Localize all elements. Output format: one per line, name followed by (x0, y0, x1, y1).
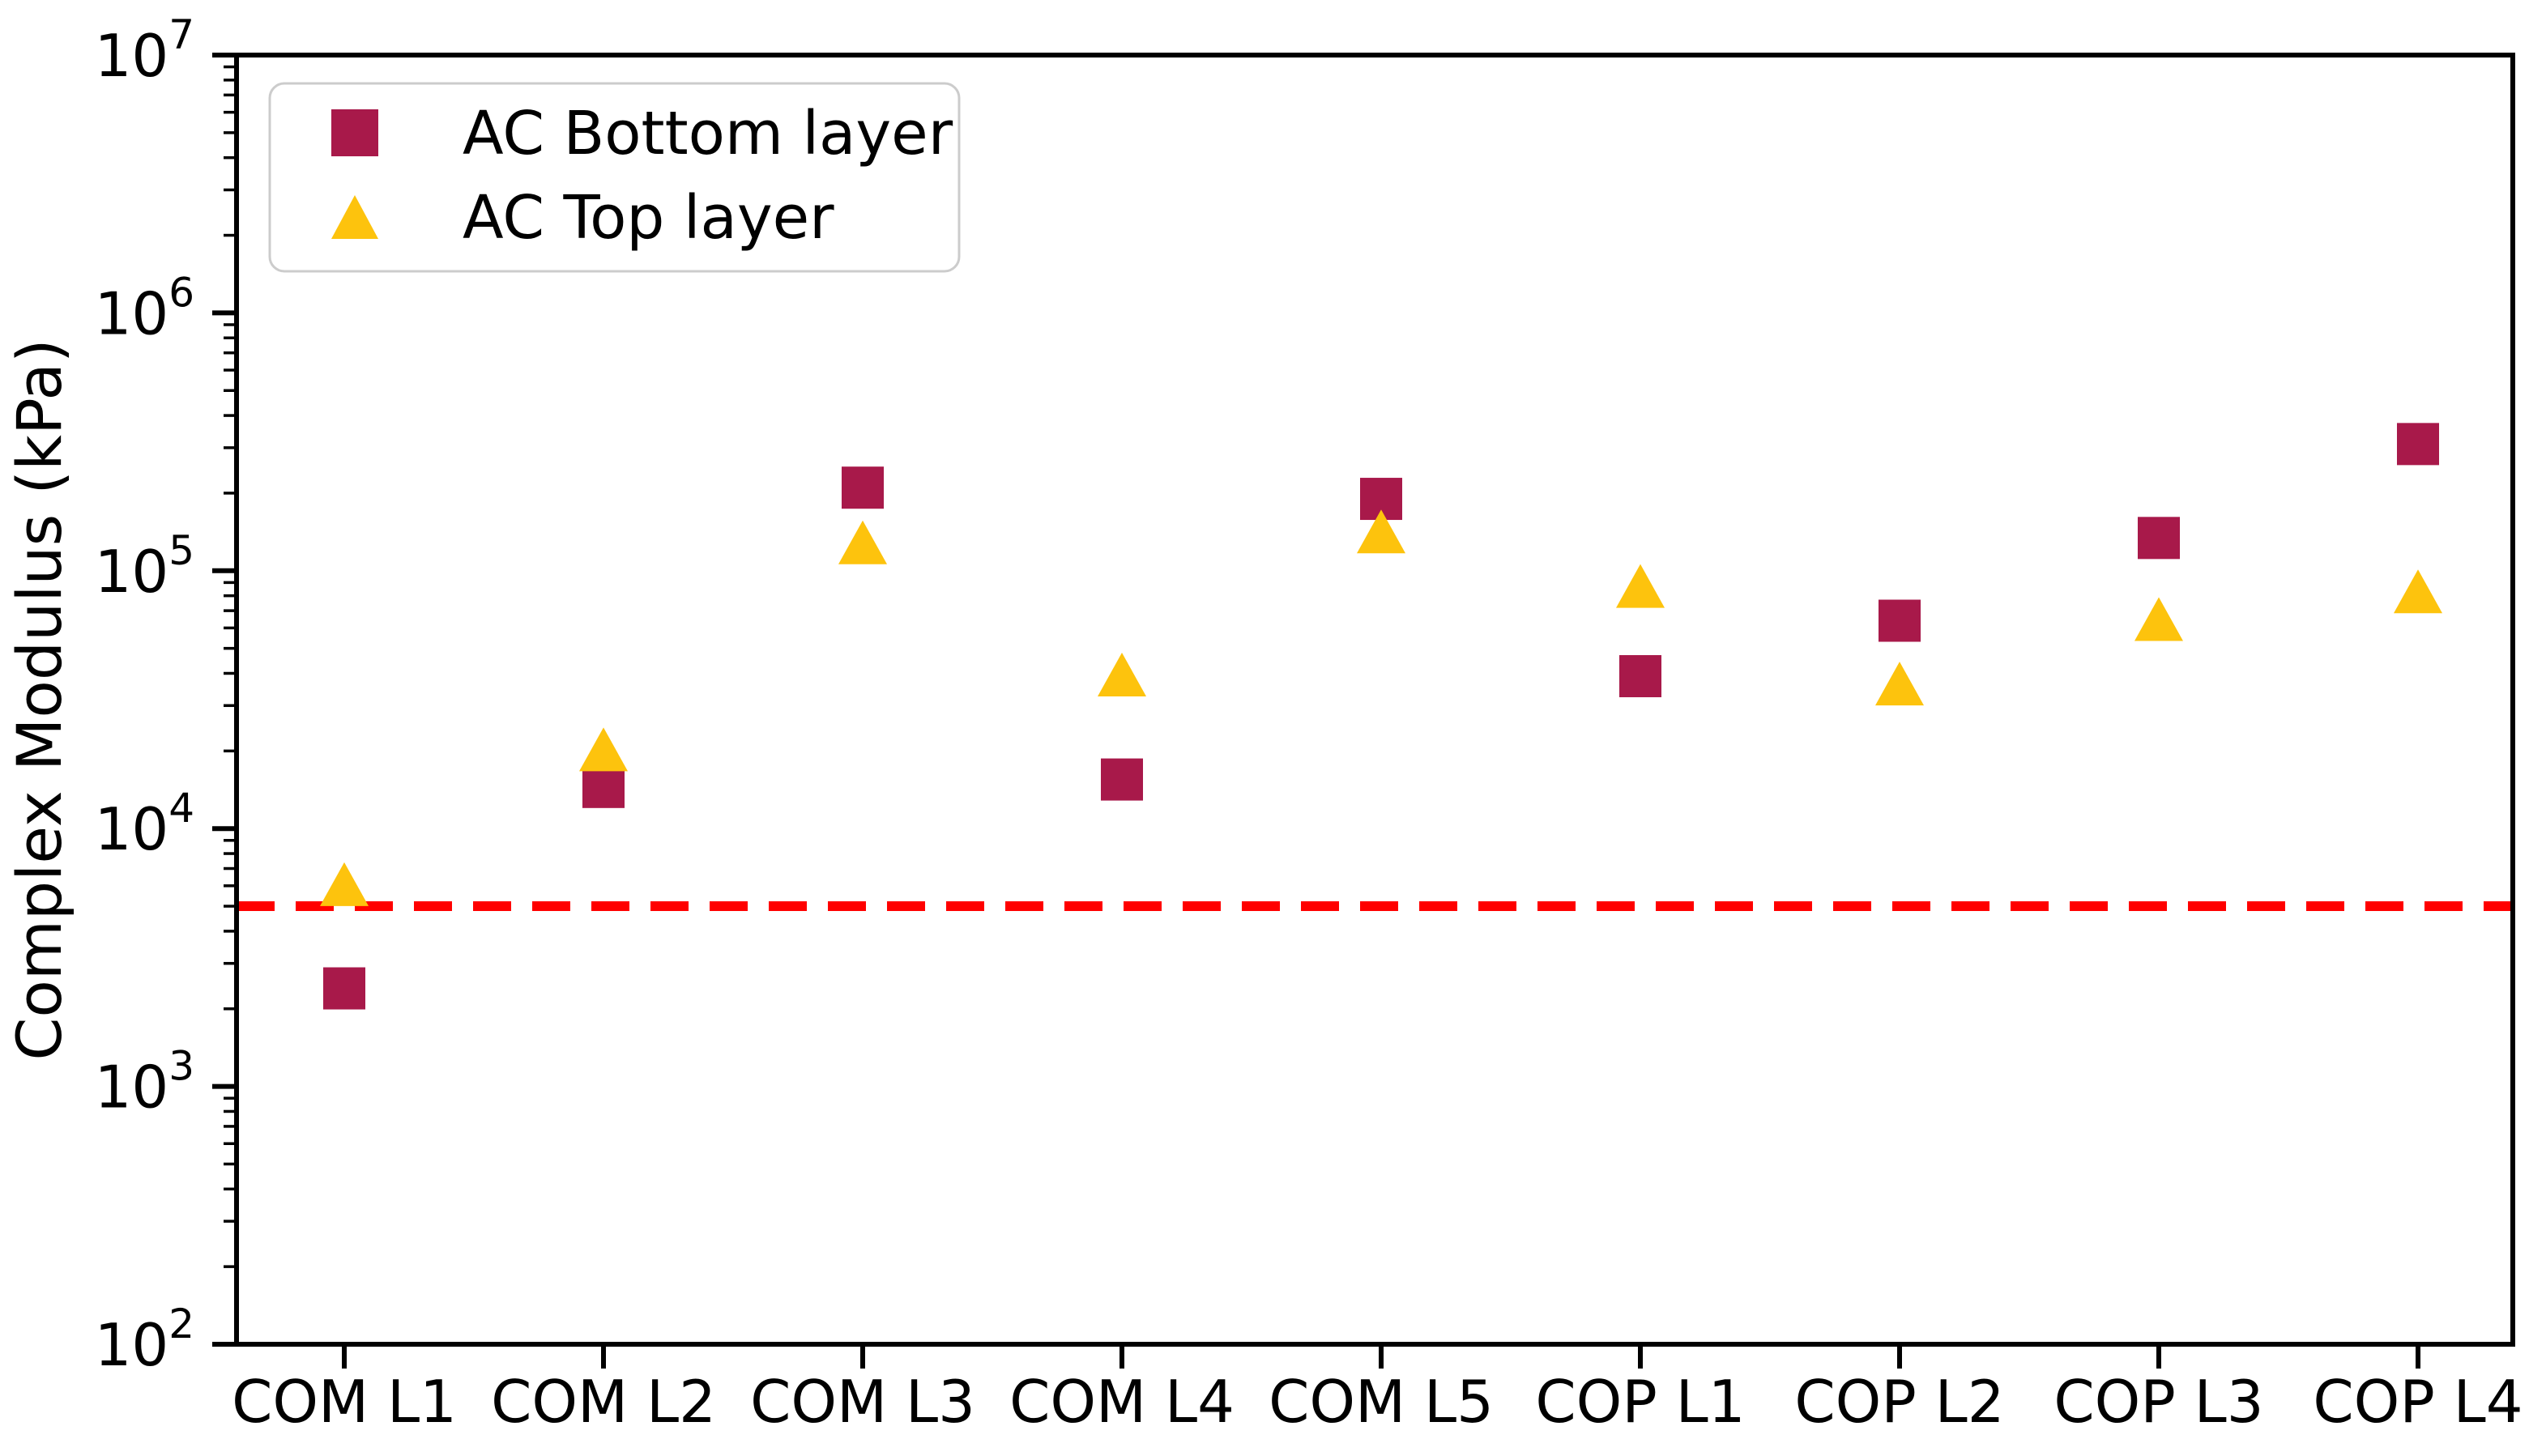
data-point-ac-top-layer-com-l5 (1357, 509, 1405, 554)
plot-layer: 102 103 104 105 106 107 COM L1 COM L2 COM L3 COM … (95, 11, 2523, 1436)
y-tick-label: 105 (95, 527, 194, 606)
y-axis-label: Complex Modulus (kPa) (3, 338, 75, 1060)
y-tick-label: 102 (95, 1301, 194, 1379)
x-tick-label: COM L1 (232, 1368, 457, 1436)
y-tick-label: 106 (95, 269, 194, 347)
y-tick-label: 104 (95, 785, 194, 863)
legend-box (268, 82, 961, 273)
x-tick-label: COM L2 (491, 1368, 716, 1436)
y-tick-label: 107 (95, 11, 194, 90)
legend-marker-triangle-icon (331, 195, 378, 239)
y-tick-label: 103 (95, 1043, 194, 1122)
data-point-ac-bottom-layer-com-l4 (1101, 758, 1143, 801)
x-tick-label: COM L4 (1009, 1368, 1235, 1436)
data-point-ac-bottom-layer-cop-l2 (1879, 599, 1921, 642)
data-point-ac-bottom-layer-com-l2 (582, 765, 625, 808)
x-tick-label: COP L2 (1794, 1368, 2004, 1436)
data-point-ac-top-layer-com-l1 (320, 862, 369, 906)
data-point-ac-bottom-layer-cop-l3 (2138, 517, 2180, 560)
legend-label-ac-bottom-layer: AC Bottom layer (463, 99, 953, 168)
data-point-ac-top-layer-com-l2 (579, 727, 628, 772)
data-point-ac-top-layer-cop-l2 (1875, 662, 1924, 706)
data-point-ac-bottom-layer-com-l3 (842, 466, 884, 509)
x-tick-label: COP L1 (1535, 1368, 1745, 1436)
data-point-ac-bottom-layer-com-l1 (323, 967, 365, 1010)
data-point-ac-top-layer-cop-l3 (2134, 597, 2183, 641)
x-tick-label: COM L3 (750, 1368, 975, 1436)
legend: AC Bottom layer AC Top layer (268, 82, 961, 273)
legend-label-ac-top-layer: AC Top layer (463, 183, 834, 253)
data-point-ac-bottom-layer-cop-l1 (1619, 655, 1661, 698)
data-point-ac-top-layer-com-l3 (838, 520, 887, 564)
x-tick-label: COM L5 (1269, 1368, 1494, 1436)
x-tick-label: COP L3 (2053, 1368, 2263, 1436)
x-tick-label: COP L4 (2313, 1368, 2523, 1436)
legend-marker-square-icon (331, 109, 378, 156)
data-point-ac-top-layer-cop-l1 (1616, 564, 1665, 608)
data-point-ac-top-layer-cop-l4 (2394, 569, 2442, 614)
plot-border (234, 53, 2515, 1347)
data-point-ac-bottom-layer-cop-l4 (2397, 423, 2439, 466)
data-point-ac-top-layer-com-l4 (1098, 653, 1146, 697)
